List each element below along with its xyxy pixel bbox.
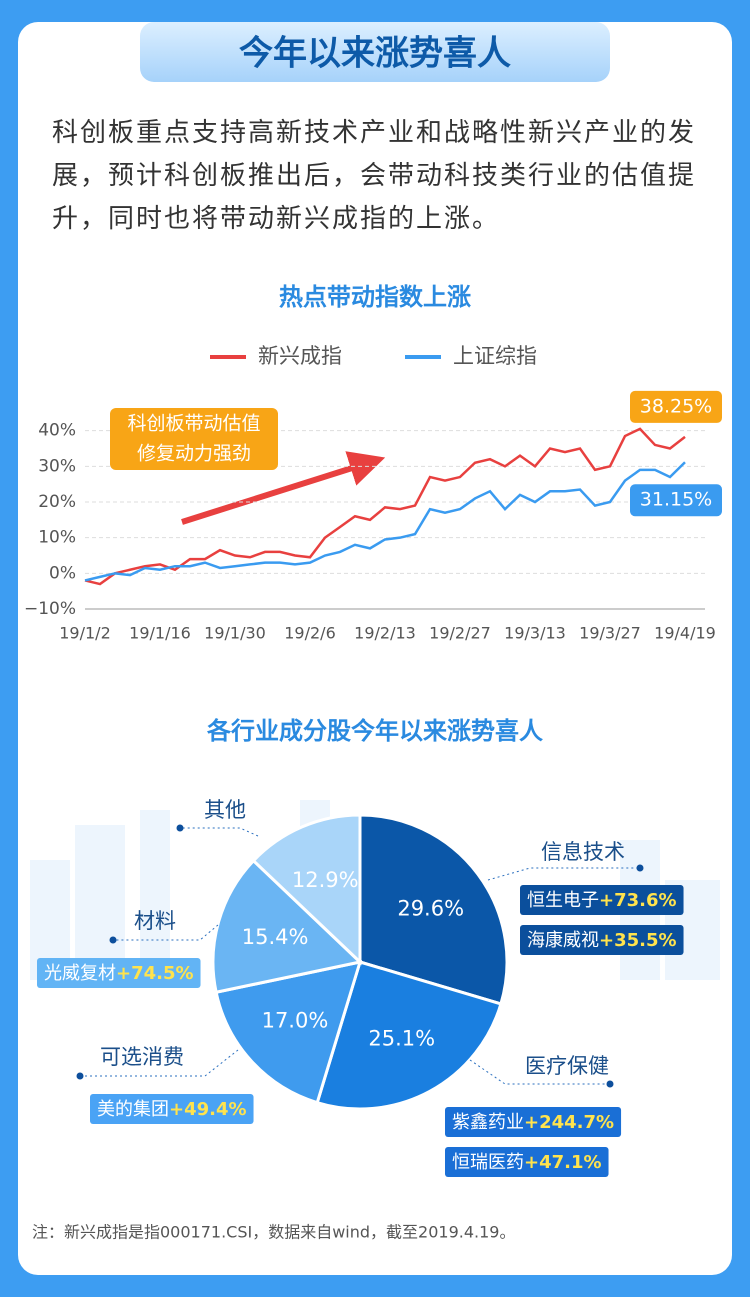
callout-dot <box>176 824 184 832</box>
stock-tag-box <box>445 1107 622 1137</box>
stock-name: 恒生电子 <box>527 890 599 911</box>
x-tick-label: 19/2/6 <box>284 624 336 643</box>
stock-tag-text: 恒瑞医药+47.1% <box>452 1152 602 1173</box>
end-label-box <box>630 484 722 517</box>
stock-change: +244.7% <box>524 1112 614 1133</box>
callout-line <box>180 827 259 837</box>
category-label: 其他 <box>204 798 246 822</box>
stock-tag: 恒生电子+73.6% <box>520 885 684 915</box>
stock-change: +73.6% <box>599 890 677 911</box>
stock-tag-box <box>90 1094 254 1124</box>
stock-tag: 光威复材+74.5% <box>37 958 201 988</box>
slice-label: 25.1% <box>368 1027 435 1051</box>
category-label: 医疗保健 <box>525 1054 609 1078</box>
annotation: 科创板带动估值 <box>127 413 260 435</box>
x-tick-label: 19/1/16 <box>129 624 191 643</box>
stock-tag-text: 美的集团+49.4% <box>97 1099 247 1120</box>
line-series <box>84 461 686 582</box>
stock-tag-box <box>37 958 201 988</box>
callout-line <box>80 1049 239 1077</box>
annotation: 修复动力强劲 <box>137 443 251 465</box>
stock-tag-box <box>520 885 684 915</box>
stock-tag-box <box>520 925 684 955</box>
y-tick-label: 10% <box>38 528 76 548</box>
stock-tag-text: 紫鑫药业+244.7% <box>452 1112 614 1133</box>
stock-change: +49.4% <box>169 1099 247 1120</box>
stock-tag: 紫鑫药业+244.7% <box>445 1107 622 1137</box>
end-label-box <box>630 390 722 423</box>
stock-name: 紫鑫药业 <box>452 1112 524 1133</box>
x-tick-label: 19/4/19 <box>654 624 716 643</box>
x-tick-label: 19/2/27 <box>429 624 491 643</box>
x-tick-label: 19/2/13 <box>354 624 416 643</box>
header-pill <box>140 22 610 82</box>
line-series <box>84 427 686 586</box>
category-label: 材料 <box>134 909 176 933</box>
x-tick-label: 19/1/2 <box>59 624 111 643</box>
stock-tag: 美的集团+49.4% <box>90 1094 254 1124</box>
pie-slice <box>358 813 509 1006</box>
stock-name: 光威复材 <box>44 963 116 984</box>
stock-tag-text: 光威复材+74.5% <box>44 963 194 984</box>
stock-name: 美的集团 <box>97 1099 169 1120</box>
stock-tag-box <box>445 1147 609 1177</box>
note: 注：新兴成指是指000171.CSI，数据来自wind，截至2019.4.19。 <box>32 1223 515 1242</box>
pie-slice <box>214 960 363 1105</box>
stock-change: +35.5% <box>599 930 677 951</box>
end-label: 31.15% <box>640 489 712 511</box>
end-label: 38.25% <box>640 395 712 417</box>
y-tick-label: −10% <box>24 599 76 619</box>
legend-label: 新兴成指 <box>258 344 342 368</box>
y-tick-label: 40% <box>38 421 76 441</box>
stock-name: 恒瑞医药 <box>452 1152 524 1173</box>
callout-line <box>113 924 219 941</box>
stock-name: 海康威视 <box>527 930 599 951</box>
annotation-box <box>110 408 278 470</box>
category-label: 信息技术 <box>541 840 625 864</box>
header-title: 今年以来涨势喜人 <box>239 34 511 74</box>
pie-slice <box>211 858 364 995</box>
callout-dot <box>606 1080 614 1088</box>
y-tick-label: 20% <box>38 492 76 512</box>
chart-title: 热点带动指数上涨 <box>279 283 471 311</box>
pie-slice <box>315 960 503 1111</box>
intro-text: 科创板重点支持高新技术产业和战略性新兴产业的发展，预计科创板推出后，会带动科技类… <box>52 118 697 234</box>
callout-dot <box>76 1072 84 1080</box>
pie-slice <box>251 813 362 966</box>
chart-title: 各行业成分股今年以来涨势喜人 <box>206 717 543 745</box>
x-tick-label: 19/1/30 <box>204 624 266 643</box>
callout-dot <box>636 864 644 872</box>
stock-tag: 海康威视+35.5% <box>520 925 684 955</box>
city-backdrop <box>30 800 720 980</box>
x-tick-label: 19/3/27 <box>579 624 641 643</box>
y-tick-label: 0% <box>49 563 76 583</box>
stock-change: +47.1% <box>524 1152 602 1173</box>
stock-tag-text: 海康威视+35.5% <box>527 930 677 951</box>
slice-label: 17.0% <box>262 1009 329 1033</box>
stock-change: +74.5% <box>116 963 194 984</box>
slice-label: 15.4% <box>242 925 309 949</box>
callout-dot <box>109 936 117 944</box>
x-tick-label: 19/3/13 <box>504 624 566 643</box>
slice-label: 12.9% <box>292 868 359 892</box>
slice-label: 29.6% <box>397 896 464 920</box>
stock-tag: 恒瑞医药+47.1% <box>445 1147 609 1177</box>
legend-label: 上证综指 <box>453 344 537 368</box>
stock-tag-text: 恒生电子+73.6% <box>527 890 677 911</box>
trend-arrow <box>181 451 386 525</box>
category-label: 可选消费 <box>100 1045 184 1069</box>
y-tick-label: 30% <box>38 456 76 476</box>
